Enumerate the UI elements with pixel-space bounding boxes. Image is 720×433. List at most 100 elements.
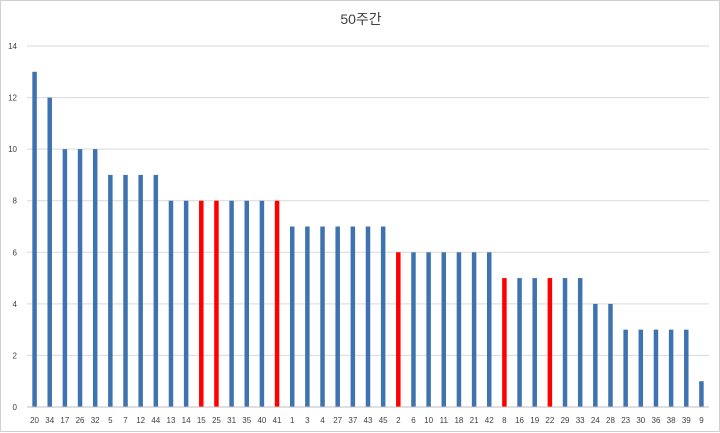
y-tick-label: 2 [13,351,18,360]
x-tick-label: 30 [636,416,645,425]
bar [638,329,644,407]
x-tick-label: 18 [454,416,463,425]
bar [77,149,83,407]
bar [92,149,98,407]
y-tick-label: 6 [13,248,18,257]
x-tick-label: 23 [621,416,630,425]
x-tick-label: 15 [197,416,206,425]
x-tick-label: 9 [699,416,704,425]
bar [183,200,189,407]
x-tick-label: 4 [320,416,325,425]
x-tick-label: 36 [652,416,661,425]
bar [486,252,492,407]
bar [380,226,386,407]
y-tick-label: 4 [13,300,18,309]
bar [350,226,356,407]
x-tick-label: 2 [396,416,401,425]
x-tick-label: 40 [257,416,266,425]
x-tick-label: 28 [606,416,615,425]
x-tick-label: 22 [545,416,554,425]
x-tick-label: 5 [108,416,113,425]
x-tick-label: 11 [440,416,449,425]
bar [199,200,204,407]
bar [623,329,628,407]
x-tick-label: 42 [485,416,494,425]
x-tick-label: 26 [76,416,85,425]
x-tick-label: 21 [470,416,479,425]
bar [517,278,522,407]
bar [426,252,431,407]
x-tick-label: 29 [561,416,570,425]
x-tick-label: 39 [682,416,691,425]
x-tick-label: 13 [167,416,176,425]
x-tick-label: 14 [182,416,191,425]
bar [593,303,598,407]
bar [214,200,219,407]
x-tick-label: 17 [60,416,69,425]
y-tick-label: 10 [8,145,17,154]
y-tick-label: 14 [8,42,17,51]
x-tick-label: 8 [502,416,507,425]
x-tick-label: 32 [91,416,100,425]
x-tick-label: 27 [333,416,342,425]
x-tick-label: 35 [242,416,251,425]
x-tick-label: 20 [30,416,39,425]
bar [320,226,325,407]
x-tick-label: 3 [305,416,310,425]
x-tick-label: 41 [273,416,282,425]
x-tick-label: 19 [530,416,539,425]
x-tick-label: 33 [576,416,585,425]
x-tick-label: 10 [424,416,433,425]
bar [123,174,128,407]
bar [138,174,143,407]
x-tick-label: 31 [227,416,236,425]
bar [502,278,507,407]
bar [562,278,568,407]
bar [289,226,295,407]
bar [108,174,113,407]
bar [547,278,553,407]
bar [441,252,447,407]
x-tick-label: 6 [411,416,416,425]
bar [47,97,52,408]
bar [456,252,462,407]
x-tick-label: 34 [45,416,54,425]
bar [32,71,37,408]
bar [335,226,340,407]
bar [653,329,659,407]
bar [411,252,416,407]
bar [396,252,401,407]
bar [365,226,371,407]
x-tick-label: 37 [348,416,357,425]
x-tick-label: 44 [151,416,160,425]
bar [577,278,583,407]
bar [168,200,174,407]
bar [274,200,280,407]
x-tick-label: 12 [136,416,145,425]
bar [684,329,689,407]
bar [699,381,704,407]
bar [244,200,250,407]
chart-title: 50주간 [340,11,382,27]
bar [62,149,68,407]
bar [259,200,265,407]
x-tick-label: 24 [591,416,600,425]
y-tick-label: 0 [13,403,18,412]
x-tick-label: 38 [667,416,676,425]
bar [668,329,674,407]
y-tick-label: 8 [13,197,18,206]
bar [229,200,234,407]
bar [153,174,159,407]
y-tick-label: 12 [8,94,17,103]
x-tick-label: 25 [212,416,221,425]
x-tick-label: 1 [290,416,295,425]
x-tick-label: 7 [123,416,128,425]
bar [305,226,310,407]
x-tick-label: 43 [364,416,373,425]
bar [608,303,613,407]
bar [471,252,477,407]
bar [532,278,537,407]
x-tick-label: 16 [515,416,524,425]
